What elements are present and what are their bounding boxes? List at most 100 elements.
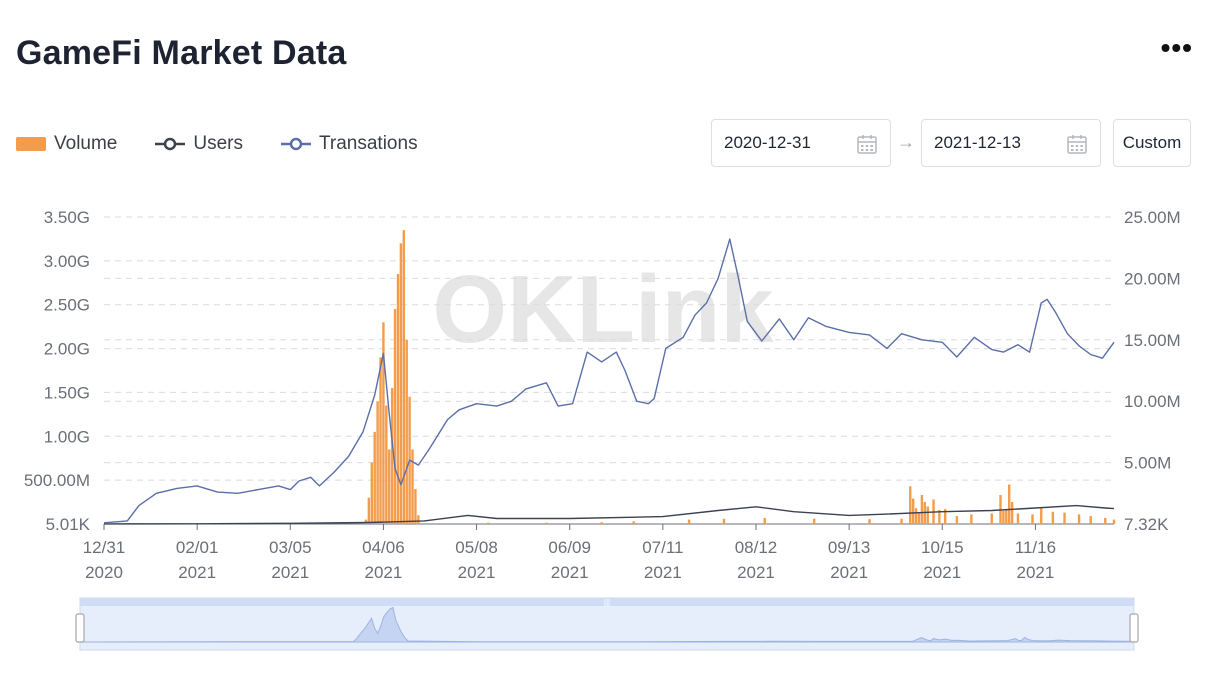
- x-tick-year: 2021: [737, 563, 775, 582]
- x-tick-year: 2021: [1016, 563, 1054, 582]
- x-tick-year: 2020: [85, 563, 123, 582]
- x-tick-date: 10/15: [921, 538, 964, 557]
- left-tick-label: 500.00M: [24, 471, 90, 490]
- left-tick-label: 1.50G: [44, 383, 90, 402]
- volume-bar: [722, 518, 726, 524]
- x-tick-year: 2021: [551, 563, 589, 582]
- legend-label-transactions: Transations: [319, 133, 418, 154]
- volume-bar: [382, 322, 385, 524]
- x-tick-year: 2021: [178, 563, 216, 582]
- left-tick-label: 2.50G: [44, 296, 90, 315]
- end-date-input[interactable]: 2021-12-13: [921, 119, 1101, 167]
- volume-bar: [763, 517, 766, 524]
- right-tick-label: 15.00M: [1124, 331, 1181, 350]
- volume-bar: [545, 522, 548, 524]
- volume-bar: [385, 405, 388, 524]
- volume-bar: [390, 388, 394, 524]
- volume-bar: [1005, 509, 1008, 524]
- start-date-value: 2020-12-31: [724, 133, 811, 152]
- series-line-users: [103, 504, 1115, 525]
- zoom-preview-area: [79, 606, 1135, 643]
- left-tick-label: 1.00G: [44, 427, 90, 446]
- volume-bar: [943, 509, 947, 524]
- zoom-top-bar: [80, 598, 1134, 606]
- volume-bar: [926, 506, 929, 524]
- volume-bar: [955, 516, 959, 524]
- right-tick-label: 10.00M: [1124, 392, 1181, 411]
- x-tick-year: 2021: [271, 563, 309, 582]
- users-swatch-icon: [155, 137, 186, 151]
- volume-bar: [687, 519, 691, 524]
- left-tick-label: 2.00G: [44, 340, 90, 359]
- x-tick-date: 11/16: [1015, 538, 1056, 557]
- x-tick-date: 08/12: [735, 538, 778, 557]
- right-axis: 7.32K 5.00M 10.00M 15.00M 20.00M 25.00M: [1124, 208, 1181, 534]
- volume-bar: [411, 449, 414, 524]
- zoom-handle-right[interactable]: [1129, 613, 1139, 643]
- volume-bar: [417, 515, 420, 524]
- x-tick-date: 03/05: [269, 538, 312, 557]
- x-tick-date: 04/06: [362, 538, 405, 557]
- volume-bar: [1089, 516, 1092, 524]
- volume-bar: [370, 462, 373, 524]
- data-zoom-slider[interactable]: |||: [75, 597, 1139, 651]
- x-tick-year: 2021: [458, 563, 496, 582]
- x-tick-date: 05/08: [455, 538, 498, 557]
- volume-bar: [990, 513, 993, 524]
- volume-bar: [367, 497, 371, 524]
- more-horizontal-icon[interactable]: •••: [1160, 32, 1193, 63]
- legend-item-transactions[interactable]: Transations: [281, 133, 418, 155]
- volume-bar: [376, 401, 379, 524]
- left-tick-label: 3.00G: [44, 252, 90, 271]
- calendar-icon: [857, 135, 877, 154]
- volume-bar: [373, 431, 376, 524]
- calendar-icon: [1067, 135, 1087, 154]
- transactions-swatch-icon: [281, 137, 311, 151]
- left-tick-label: 3.50G: [44, 208, 90, 227]
- zoom-handle-left[interactable]: [75, 613, 85, 643]
- volume-bar: [1063, 512, 1066, 524]
- volume-bar: [1077, 514, 1081, 524]
- volume-bar: [970, 514, 973, 524]
- volume-bar: [1002, 510, 1005, 524]
- volume-bar: [405, 339, 408, 524]
- range-arrow-icon: →: [897, 132, 915, 152]
- volume-bar: [388, 449, 391, 524]
- series-line-transations: [103, 238, 1115, 524]
- volume-bar: [1051, 511, 1055, 524]
- legend-item-volume[interactable]: Volume: [16, 133, 117, 155]
- x-tick-date: 09/13: [828, 538, 871, 557]
- volume-bar: [1008, 484, 1011, 524]
- zoom-grip-icon[interactable]: |||: [604, 598, 610, 607]
- watermark-text: OKLink: [432, 256, 774, 363]
- volume-bar: [938, 509, 941, 524]
- volume-bar: [399, 243, 403, 525]
- custom-range-button[interactable]: Custom: [1113, 119, 1191, 167]
- page-title: GameFi Market Data: [16, 34, 347, 72]
- x-tick-year: 2021: [365, 563, 403, 582]
- left-axis: 5.01K 500.00M 1.00G 1.50G 2.00G 2.50G 3.00G 3.5…: [24, 208, 91, 534]
- chart-legend: Volume Users Transations: [16, 133, 456, 155]
- legend-item-users[interactable]: Users: [155, 133, 243, 155]
- x-tick-year: 2021: [923, 563, 961, 582]
- right-tick-label: 7.32K: [1124, 515, 1169, 534]
- volume-bar: [402, 230, 405, 524]
- volume-bar: [364, 519, 368, 524]
- volume-bar: [1104, 517, 1107, 524]
- x-tick-date: 07/11: [642, 538, 683, 557]
- right-tick-label: 25.00M: [1124, 208, 1181, 227]
- volume-bar: [868, 519, 871, 524]
- x-tick-date: 12/31: [83, 538, 126, 557]
- volume-bar: [632, 521, 635, 524]
- right-tick-label: 5.00M: [1124, 454, 1171, 473]
- volume-bar: [487, 522, 490, 524]
- volume-swatch-icon: [16, 137, 46, 151]
- x-tick-year: 2021: [644, 563, 682, 582]
- end-date-value: 2021-12-13: [934, 133, 1021, 152]
- right-tick-label: 20.00M: [1124, 269, 1181, 288]
- legend-label-volume: Volume: [54, 133, 118, 154]
- start-date-input[interactable]: 2020-12-31: [711, 119, 891, 167]
- legend-label-users: Users: [193, 133, 243, 154]
- volume-bar: [1016, 513, 1020, 524]
